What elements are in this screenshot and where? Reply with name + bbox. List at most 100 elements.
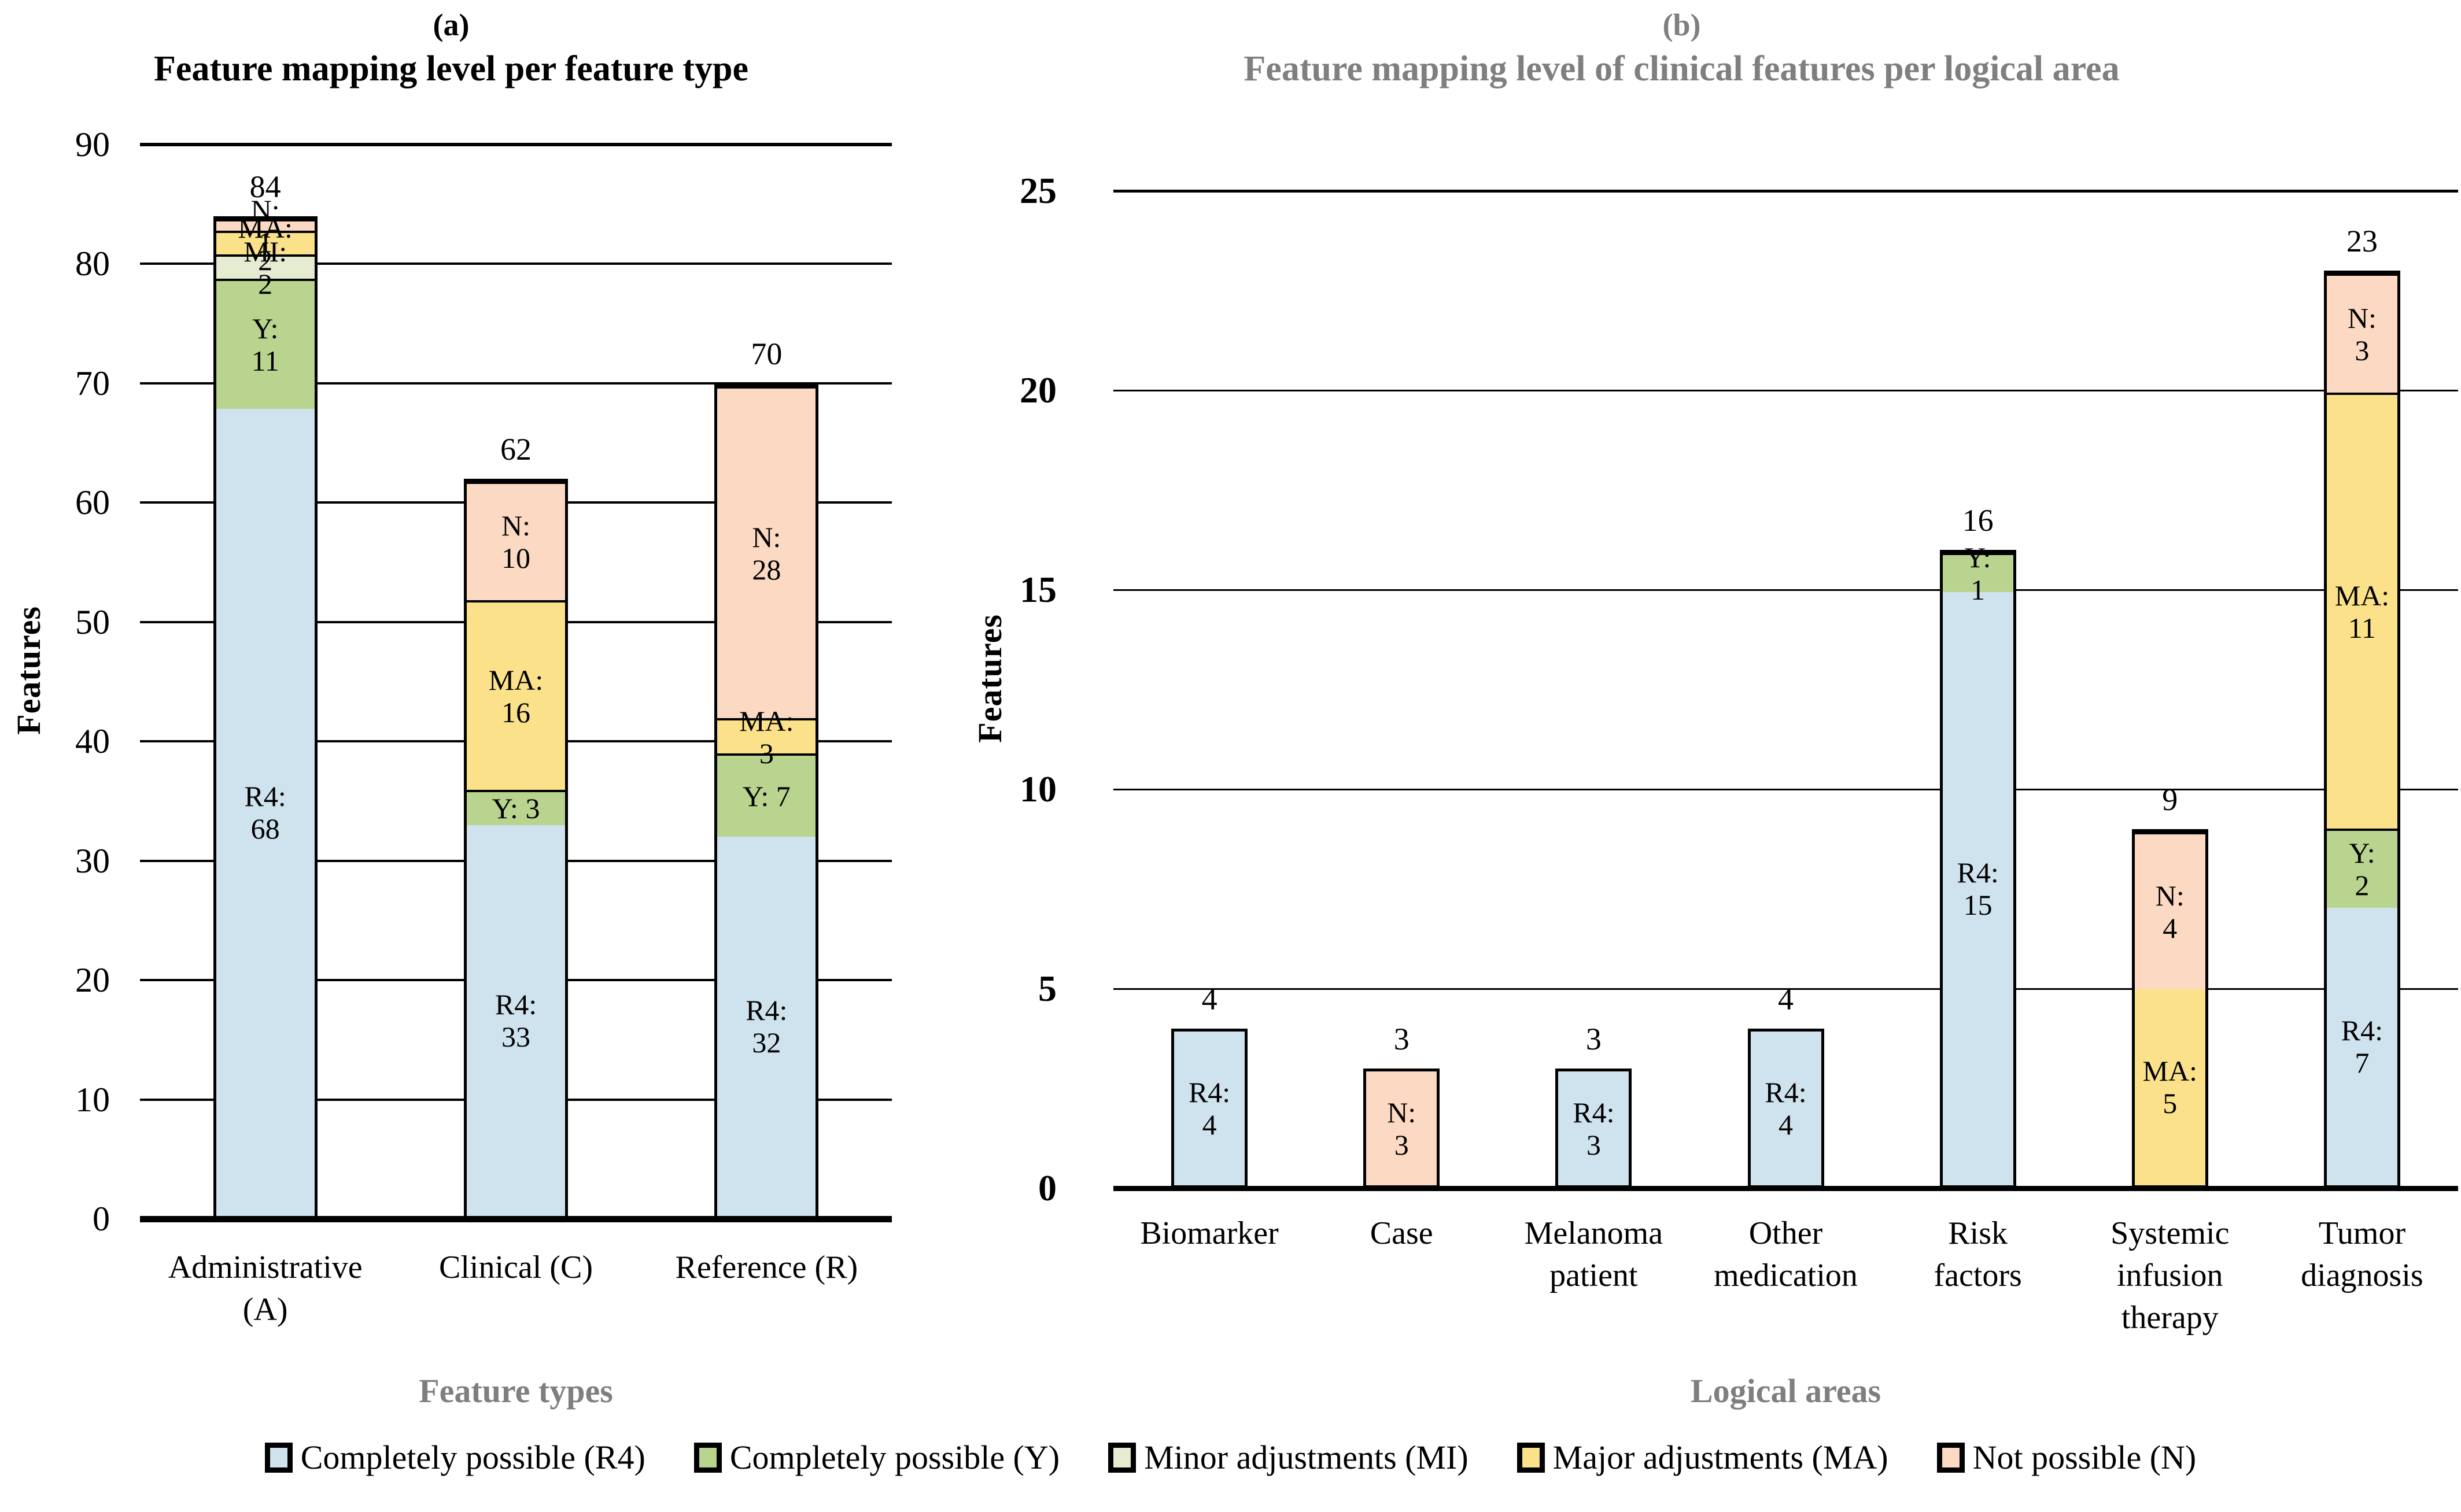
bar-risk-factors: R4: 15 Y: 1 [1939, 541, 2016, 1188]
segment-value-label: R4: 33 [495, 988, 537, 1053]
panel-label-b: (b) [1662, 8, 1701, 42]
legend-item-y: Completely possible (Y) [693, 1441, 1060, 1474]
bar-administrative-a-: R4: 68 Y: 11 MI: 2 MA: 2 N: 1 [213, 194, 318, 1219]
segment-value-label: N: 1 [250, 194, 280, 259]
legend-item-mi: Minor adjustments (MI) [1108, 1441, 1469, 1474]
segment-y: Y: 7 [717, 753, 816, 837]
bar-total-label: 3 [1393, 1022, 1410, 1056]
y-tick-label: 10 [1020, 768, 1057, 809]
segment-r4: R4: 4 [1750, 1032, 1821, 1185]
segment-value-label: MA: 11 [2334, 579, 2390, 644]
segment-y: Y: 2 [2326, 828, 2397, 908]
y-tick-label: 50 [75, 602, 110, 641]
segment-ma: MA: 3 [717, 705, 816, 770]
bar-tumor-diagnosis: R4: 7 Y: 2 MA: 11 N: 3 [2323, 271, 2400, 1188]
segment-value-label: MA: 2 [238, 211, 293, 276]
chart-title-a: Feature mapping level per feature type [154, 49, 748, 88]
y-tick-label: 25 [1020, 170, 1057, 211]
bar-total-label: 9 [2162, 782, 2178, 817]
segment-value-label: R4: 15 [1957, 856, 1999, 922]
bar-total-label: 23 [2346, 224, 2378, 258]
segment-value-label: Y: 1 [1964, 541, 1991, 607]
x-axis-line [1113, 1185, 2458, 1191]
segment-r4: R4: 3 [1558, 1071, 1629, 1185]
y-tick-label: 80 [75, 245, 110, 283]
chart-title-b: Feature mapping level of clinical featur… [1244, 49, 2120, 88]
y-tick-label: 90 [75, 125, 110, 164]
legend-label: Major adjustments (MA) [1552, 1439, 1888, 1476]
panel-label-a: (a) [433, 8, 470, 42]
segment-value-label: MI: 2 [243, 235, 287, 300]
segment-n: N: 3 [2326, 273, 2397, 393]
x-axis-title-a: Feature types [419, 1372, 613, 1410]
x-axis-title-b: Logical areas [1690, 1372, 1881, 1410]
bar-total-label: 3 [1585, 1022, 1602, 1056]
segment-value-label: R4: 4 [1188, 1076, 1231, 1141]
x-tick-label: Systemic infusion therapy [2111, 1215, 2230, 1336]
segment-mi: MI: 2 [216, 235, 315, 300]
segment-n: N: 28 [717, 386, 816, 718]
segment-r4: R4: 68 [216, 409, 315, 1216]
segment-n: N: 1 [216, 194, 315, 258]
y-tick-label: 30 [75, 841, 110, 880]
gridline-5 [1113, 988, 2458, 990]
legend-swatch-icon [693, 1443, 722, 1473]
segment-y: Y: 1 [1942, 541, 2013, 606]
segment-value-label: MA: 16 [488, 663, 544, 729]
segment-value-label: N: 10 [501, 509, 530, 575]
segment-y: Y: 11 [216, 278, 315, 409]
y-tick-label: 15 [1020, 569, 1057, 610]
gridline-25 [1113, 189, 2458, 193]
bar-total-label: 4 [1201, 982, 1217, 1016]
segment-value-label: MA: 5 [2142, 1055, 2198, 1120]
legend-label: Minor adjustments (MI) [1144, 1439, 1469, 1476]
segment-value-label: R4: 3 [1573, 1096, 1615, 1161]
segment-value-label: MA: 3 [739, 704, 794, 770]
bar-total-label: 62 [500, 432, 532, 467]
gridline-20 [1113, 389, 2458, 391]
segment-value-label: Y: 7 [742, 780, 791, 813]
y-tick-label: 0 [93, 1200, 110, 1238]
segment-value-label: N: 28 [752, 520, 781, 586]
legend-item-ma: Major adjustments (MA) [1517, 1441, 1888, 1474]
segment-ma: MA: 2 [216, 212, 315, 276]
y-tick-label: 10 [75, 1080, 110, 1119]
gridline-70 [140, 382, 892, 385]
segment-r4: R4: 4 [1174, 1032, 1245, 1185]
segment-value-label: Y: 11 [251, 312, 279, 378]
bar-total-label: 16 [1962, 503, 1994, 538]
bar-total-label: 84 [249, 169, 281, 204]
x-axis-line [140, 1215, 892, 1222]
gridline-15 [1113, 589, 2458, 591]
plot-area-a: 0 10 20 30 40 50 60 70 80 90 R4: 68 Y: 11 MI: 2 MA: 2… [75, 127, 892, 1328]
bar-biomarker: R4: 4 [1171, 1029, 1248, 1188]
x-tick-label: Melanoma patient [1524, 1215, 1663, 1293]
bar-other-medication: R4: 4 [1747, 1029, 1824, 1188]
chart-a: (a) Feature mapping level per feature ty… [0, 0, 902, 1512]
y-tick-label: 40 [75, 722, 110, 761]
segment-r4: R4: 7 [2326, 908, 2397, 1185]
gridline-90 [140, 143, 892, 146]
legend-label: Completely possible (R4) [300, 1439, 645, 1476]
segment-value-label: N: 3 [2347, 301, 2377, 367]
segment-value-label: R4: 32 [746, 993, 788, 1059]
bar-reference-r-: R4: 32 Y: 7 MA: 3 N: 28 [714, 383, 819, 1219]
x-tick-label: Other medication [1714, 1215, 1858, 1293]
segment-value-label: N: 3 [1387, 1096, 1416, 1161]
bar-clinical-c-: R4: 33 Y: 3 MA: 16 N: 10 [464, 479, 568, 1219]
segment-value-label: R4: 7 [2341, 1014, 2383, 1080]
legend-item-n: Not possible (N) [1936, 1441, 2196, 1474]
legend-swatch-icon [264, 1443, 293, 1473]
x-tick-label: Biomarker [1140, 1215, 1279, 1251]
gridline-10 [1113, 788, 2458, 790]
segment-value-label: R4: 68 [244, 780, 286, 845]
legend-swatch-icon [1936, 1443, 1965, 1473]
bar-melanoma-patient: R4: 3 [1555, 1069, 1632, 1188]
legend-item-r4: Completely possible (R4) [264, 1439, 645, 1476]
bar-total-label: 4 [1778, 982, 1794, 1016]
y-tick-label: 20 [75, 961, 110, 1000]
segment-y: Y: 3 [467, 789, 565, 826]
legend-swatch-icon [1517, 1443, 1545, 1473]
y-axis-title-b: Features [971, 614, 1009, 743]
